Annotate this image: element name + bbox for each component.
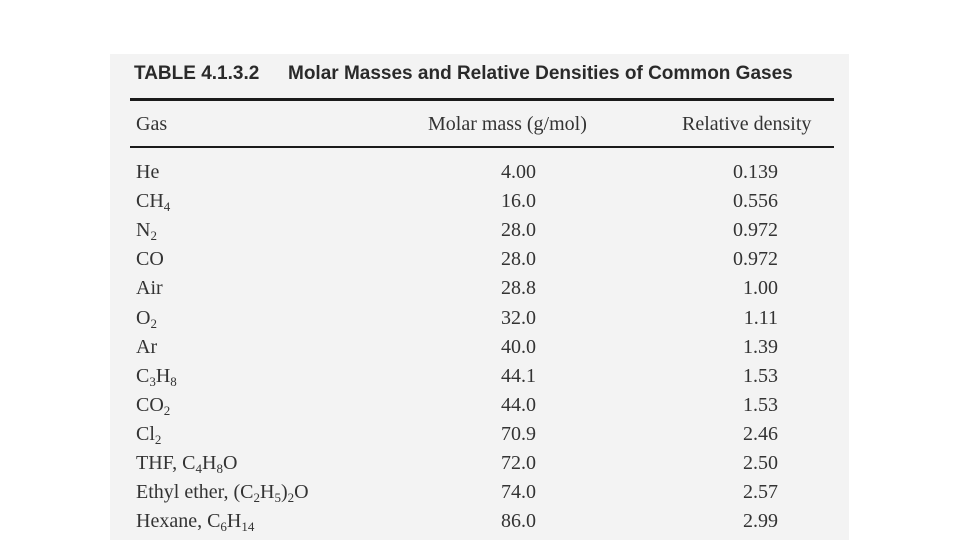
relative-density-cell: 1.39 — [743, 335, 778, 358]
molar-mass-cell: 40.0 — [501, 335, 536, 358]
molar-mass-cell: 70.9 — [501, 422, 536, 445]
gas-cell: Cl2 — [136, 422, 162, 447]
gas-cell: THF, C4H8O — [136, 452, 238, 476]
table-row: N2 28.0 0.972 — [0, 218, 960, 247]
molar-mass-cell: 28.8 — [501, 277, 536, 300]
header-relative-density: Relative density — [682, 113, 812, 135]
relative-density-cell: 0.972 — [733, 219, 778, 242]
header-rule — [130, 146, 834, 148]
table-row: CO2 44.0 1.53 — [0, 393, 960, 422]
table-row: Cl2 70.9 2.46 — [0, 422, 960, 451]
relative-density-cell: 2.46 — [743, 422, 778, 445]
top-rule — [130, 98, 834, 101]
molar-mass-cell: 28.0 — [501, 248, 536, 271]
gas-cell: Ethyl ether, (C2H5)2O — [136, 481, 309, 506]
table-row: CH4 16.0 0.556 — [0, 189, 960, 218]
molar-mass-cell: 32.0 — [501, 306, 536, 329]
molar-mass-cell: 4.00 — [501, 161, 536, 183]
table-row: Hexane, C6H14 86.0 2.99 — [0, 509, 960, 538]
molar-mass-cell: 74.0 — [501, 481, 536, 504]
molar-mass-cell: 44.1 — [501, 364, 536, 387]
header-molar-mass: Molar mass (g/mol) — [428, 113, 587, 135]
relative-density-cell: 0.556 — [733, 190, 778, 213]
relative-density-cell: 1.00 — [743, 277, 778, 300]
molar-mass-cell: 28.0 — [501, 219, 536, 242]
relative-density-cell: 2.99 — [743, 510, 778, 533]
gas-cell: CO2 — [136, 393, 171, 418]
table-row: He 4.00 0.139 — [0, 160, 960, 189]
relative-density-cell: 0.972 — [733, 248, 778, 271]
gas-cell: Air — [136, 277, 163, 300]
relative-density-cell: 1.53 — [743, 364, 778, 387]
gas-cell: Hexane, C6H14 — [136, 510, 255, 535]
gas-cell: C3H8 — [136, 364, 177, 389]
molar-mass-cell: 86.0 — [501, 510, 536, 533]
table-row: Ar 40.0 1.39 — [0, 335, 960, 364]
header-gas: Gas — [136, 113, 168, 135]
molar-mass-cell: 16.0 — [501, 190, 536, 213]
table-row: Air 28.8 1.00 — [0, 276, 960, 305]
table-panel — [110, 54, 849, 540]
gas-cell: N2 — [136, 219, 157, 244]
table-row: O2 32.0 1.11 — [0, 306, 960, 335]
table-row: Ethyl ether, (C2H5)2O 74.0 2.57 — [0, 480, 960, 509]
relative-density-cell: 1.53 — [743, 393, 778, 416]
table-title: Molar Masses and Relative Densities of C… — [288, 63, 793, 84]
relative-density-cell: 1.11 — [743, 306, 778, 329]
table-number: TABLE 4.1.3.2 — [134, 63, 260, 84]
table-caption: TABLE 4.1.3.2 Molar Masses and Relative D… — [134, 63, 793, 85]
molar-mass-cell: 72.0 — [501, 452, 536, 474]
relative-density-cell: 2.50 — [743, 452, 778, 474]
relative-density-cell: 2.57 — [743, 481, 778, 504]
gas-cell: CH4 — [136, 190, 171, 215]
gas-cell: CO — [136, 248, 164, 271]
gas-cell: Ar — [136, 335, 158, 358]
table-row: CO 28.0 0.972 — [0, 247, 960, 276]
table-row: THF, C4H8O 72.0 2.50 — [0, 451, 960, 480]
gas-cell: He — [136, 161, 160, 183]
table-row: C3H8 44.1 1.53 — [0, 364, 960, 393]
molar-mass-cell: 44.0 — [501, 393, 536, 416]
gas-cell: O2 — [136, 306, 157, 331]
relative-density-cell: 0.139 — [733, 161, 778, 183]
